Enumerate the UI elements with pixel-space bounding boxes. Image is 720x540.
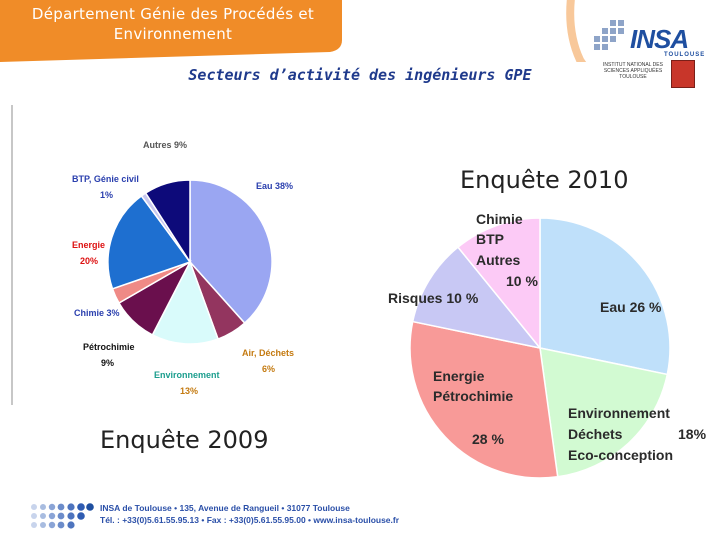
label-2009-energie-2: 20% [80,256,98,266]
label-2010-env-1: Environnement [568,405,670,421]
pie-2009-slice-0 [189,179,273,325]
pie-2010-slice-2 [409,320,559,479]
label-2010-chimie-3: Autres [476,252,521,268]
label-2010-energie-1: Energie [433,368,485,384]
label-2009-env-2: 13% [180,386,198,396]
insa-logo-caption: INSTITUT NATIONAL DES SCIENCES APPLIQUÉE… [603,62,663,80]
pie-2010-slices [409,217,671,479]
label-2009-petro-1: Pétrochimie [83,342,135,352]
pie-2010-slice-3 [411,246,542,350]
label-2010-chimie-2: BTP [476,231,504,247]
chart-title-2009: Enquête 2009 [100,426,269,454]
header-orange-arc [566,0,587,62]
label-2009-chimie: Chimie 3% [74,308,120,318]
label-2009-air-2: 6% [262,364,275,374]
label-2009-air-1: Air, Déchets [242,348,294,358]
insa-logo-text: INSA [630,24,689,54]
insa-logo-dots [594,20,624,50]
label-2010-chimie-pct: 10 % [506,273,538,289]
label-2010-energie-2: Pétrochimie [433,388,513,404]
label-2010-eau: Eau 26 % [600,299,662,315]
pie-2009-slice-5 [107,194,192,290]
page-subtitle: Secteurs d’activité des ingénieurs GPE [188,66,532,84]
toulouse-crest-icon [671,60,695,88]
footer-dots-icon [31,503,94,529]
footer-line-1: INSA de Toulouse • 135, Avenue de Rangue… [100,503,350,513]
pie-2009-labels: Autres 9% Eau 38% BTP, Génie civil 1% En… [72,140,294,396]
pie-2010-slice-0 [539,217,671,376]
header-orange-band [0,0,342,62]
footer-address: INSA de Toulouse • 135, Avenue de Rangue… [100,502,399,526]
label-2009-env-1: Environnement [154,370,220,380]
footer-line-2: Tél. : +33(0)5.61.55.95.13 • Fax : +33(0… [100,515,400,525]
chart-title-2010: Enquête 2010 [460,166,629,194]
label-2009-btp-1: BTP, Génie civil [72,174,139,184]
label-2009-eau: Eau 38% [256,181,293,191]
pie-2010-slice-1 [539,347,669,478]
label-2010-env-pct: 18% [678,426,707,442]
label-2009-autres: Autres 9% [143,140,187,150]
pie-2009-slice-7 [144,179,191,265]
left-panel-border [11,105,13,405]
label-2010-energie-pct: 28 % [472,431,504,447]
label-2010-chimie-1: Chimie [476,211,523,227]
pie-2010-slice-4 [456,217,541,351]
pie-2010-labels: Chimie BTP Autres 10 % Risques 10 % Eau … [388,211,707,463]
pie-2009-slice-2 [151,260,220,345]
label-2009-energie-1: Energie [72,240,105,250]
label-2009-btp-2: 1% [100,190,113,200]
pie-2009-slices [107,179,273,345]
header-banner [0,0,587,62]
label-2010-env-2: Déchets [568,426,623,442]
label-2010-env-3: Eco-conception [568,447,673,463]
insa-logo-city: TOULOUSE [664,52,706,58]
label-2010-risques: Risques 10 % [388,290,479,306]
label-2009-petro-2: 9% [101,358,114,368]
department-title: Département Génie des Procédés et Enviro… [31,5,315,43]
